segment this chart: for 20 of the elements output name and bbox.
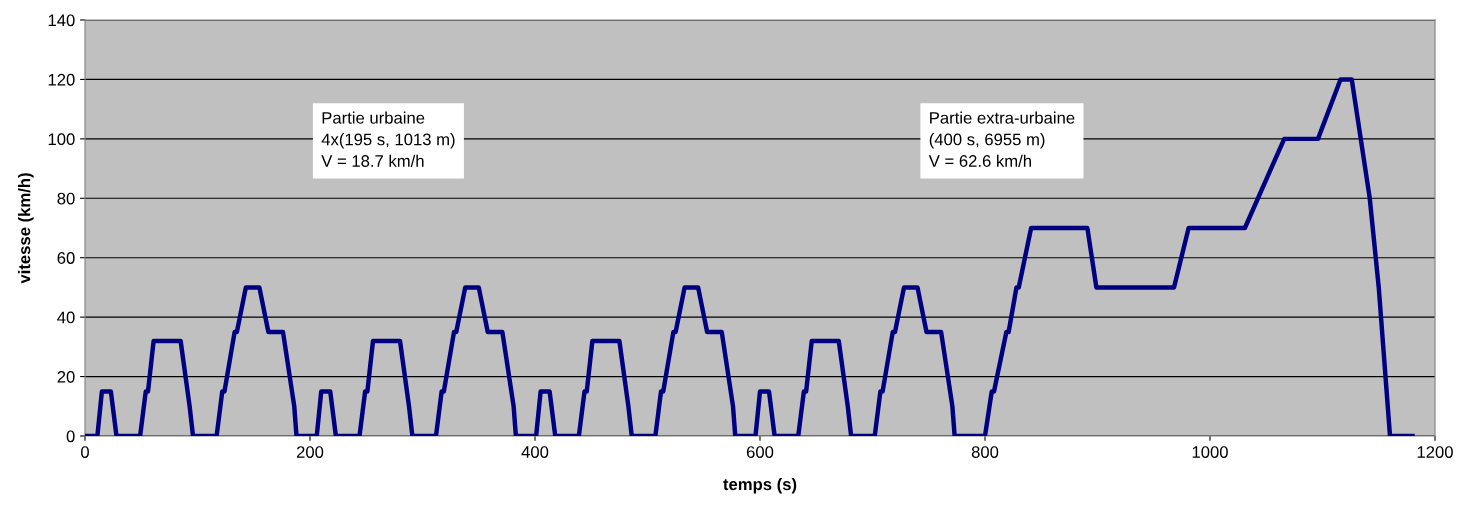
y-tick-label: 100: [48, 133, 75, 146]
annotation: Partie urbaine 4x(195 s, 1013 m) V = 18.7 km/h: [321, 111, 455, 167]
x-tick-label: 600: [746, 446, 774, 458]
y-tick-label: 80: [57, 192, 75, 205]
y-tick-label: 0: [66, 430, 75, 443]
x-tick-label: 0: [81, 446, 89, 458]
y-axis-title: vitesse (km/h): [18, 173, 34, 284]
y-tick-label: 60: [57, 252, 75, 264]
y-tick-label: 140: [48, 14, 75, 27]
x-tick-label: 800: [971, 446, 999, 458]
annotation: Partie extra-urbaine (400 s, 6955 m) V = 62.6 km/h: [928, 111, 1075, 167]
x-tick-label: 1000: [1192, 446, 1228, 458]
x-tick-label: 400: [521, 446, 549, 458]
line-series: [85, 77, 1415, 436]
y-tick-label: 40: [57, 311, 75, 324]
x-tick-label: 200: [296, 446, 324, 458]
x-axis-title: temps (s): [723, 477, 797, 494]
x-tick-label: 1200: [1417, 446, 1453, 458]
y-tick-label: 120: [48, 73, 75, 86]
y-tick-label: 20: [57, 370, 75, 383]
